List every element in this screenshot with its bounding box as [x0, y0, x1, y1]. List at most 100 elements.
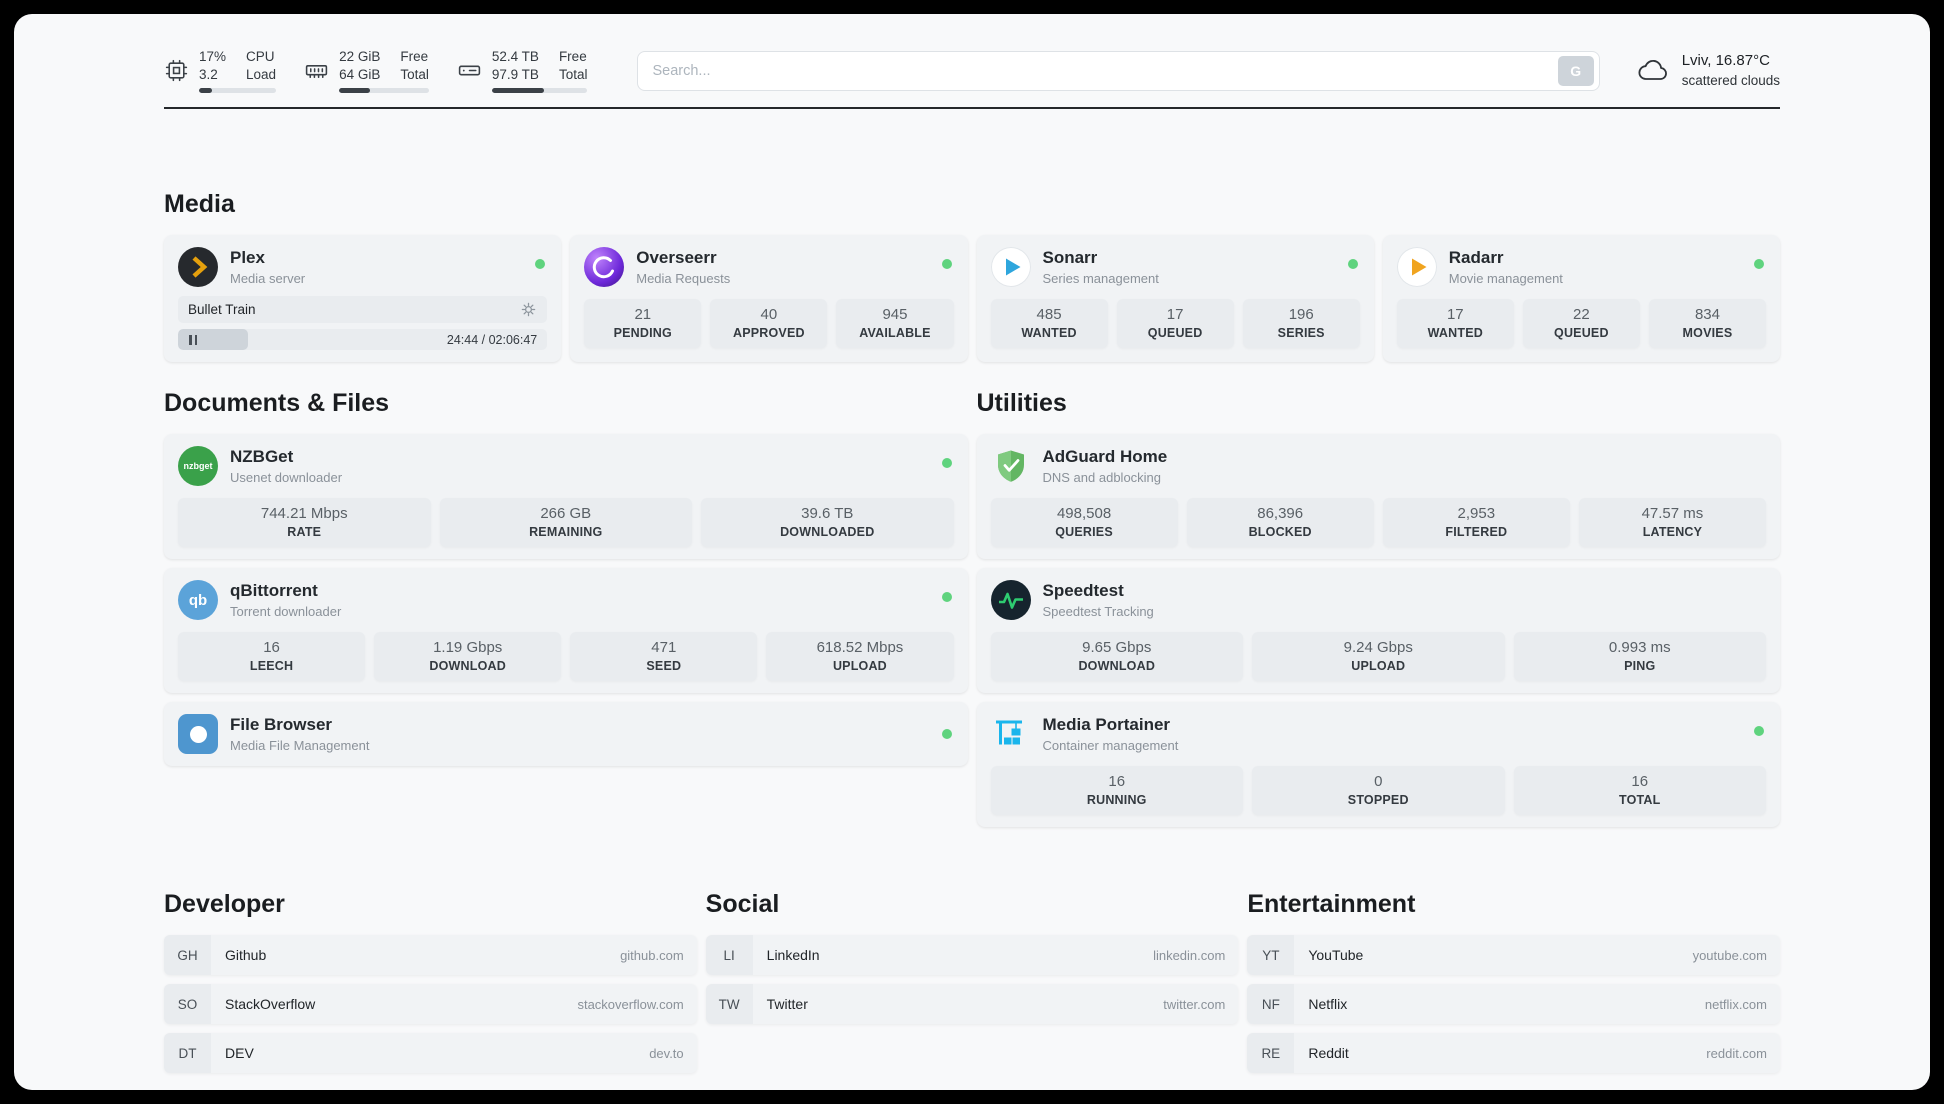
stat-box: 16 TOTAL [1513, 766, 1766, 816]
sonarr-stats: 485 WANTED 17 QUEUED 196 SERIES [990, 299, 1360, 349]
stat-value: 86,396 [1257, 505, 1304, 523]
bookmark-name: YouTube [1308, 947, 1364, 964]
cpu-clock: 3.2 [199, 66, 218, 82]
stat-value: 618.52 Mbps [816, 639, 904, 657]
developer-column: Developer GH Github github.com SO StackO… [164, 889, 697, 1074]
search-engine-button[interactable]: G [1557, 55, 1594, 86]
bookmark-row[interactable]: DT DEV dev.to [164, 1033, 697, 1074]
portainer-stats: 16 RUNNING 0 STOPPED 16 [990, 766, 1766, 816]
weather-condition: scattered clouds [1681, 72, 1780, 88]
overseerr-stats: 21 PENDING 40 APPROVED 945 AVAILABLE [584, 299, 954, 349]
stat-value: 16 [1108, 773, 1126, 791]
stat-value: 9.65 Gbps [1082, 639, 1152, 657]
filebrowser-app-header: File Browser Media File Management [178, 714, 954, 755]
pause-icon[interactable] [189, 334, 197, 345]
app-subtitle: Media server [230, 271, 306, 287]
status-dot [1754, 726, 1764, 737]
stat-box: 21 PENDING [584, 299, 702, 349]
bookmark-row[interactable]: LI LinkedIn linkedin.com [705, 935, 1239, 976]
stat-box: 39.6 TB DOWNLOADED [701, 498, 954, 548]
stat-label: MOVIES [1682, 326, 1733, 341]
seek-bar[interactable]: 24:44 / 02:06:47 [178, 329, 548, 351]
disk-progress-fill [491, 88, 544, 94]
disk-stat: 52.4 TB 97.9 TB Free Total [457, 48, 588, 94]
app-name: Sonarr [1042, 247, 1098, 267]
bookmark-url: linkedin.com [1153, 947, 1226, 963]
entertainment-bookmarks: YT YouTube youtube.com NF Netflix netfli… [1247, 935, 1780, 1074]
bookmark-abbr: SO [164, 984, 211, 1025]
bookmark-url: reddit.com [1706, 1045, 1767, 1061]
portainer-app-card[interactable]: Media Portainer Container management 16 … [976, 702, 1780, 828]
bookmark-row[interactable]: YT YouTube youtube.com [1247, 935, 1780, 976]
stat-label: AVAILABLE [859, 326, 931, 341]
stat-box: 945 AVAILABLE [836, 299, 954, 349]
qbittorrent-app-header: qb qBittorrent Torrent downloader [178, 580, 954, 621]
qbittorrent-app-card[interactable]: qb qBittorrent Torrent downloader [164, 568, 968, 694]
plex-app-card[interactable]: Plex Media server Bullet Train 24:44 / 0… [164, 235, 562, 363]
qbittorrent-stats: 16 LEECH 1.19 Gbps DOWNLOAD 47 [178, 632, 954, 682]
cpu-progress-track [199, 88, 277, 94]
app-subtitle: Container management [1042, 738, 1179, 754]
qbittorrent-icon-text: qb [188, 591, 208, 609]
ram-free: 22 GiB [339, 49, 381, 64]
nzbget-app-card[interactable]: nzbget NZBGet Usenet downloader [164, 434, 968, 560]
stat-value: 471 [651, 639, 677, 657]
cpu-label-2: Load [246, 66, 277, 82]
app-subtitle: Torrent downloader [230, 604, 342, 620]
speedtest-app-card[interactable]: Speedtest Speedtest Tracking 9.65 Gbps D… [976, 568, 1780, 694]
filebrowser-app-card[interactable]: File Browser Media File Management [164, 702, 968, 767]
nzbget-icon-text: nzbget [183, 461, 213, 472]
ram-progress-fill [339, 88, 370, 94]
bookmark-abbr: YT [1247, 935, 1295, 976]
app-subtitle: Media File Management [230, 738, 370, 754]
app-name: Overseerr [636, 247, 717, 267]
stat-box: 16 RUNNING [990, 766, 1243, 816]
bookmark-abbr: NF [1247, 984, 1295, 1025]
overseerr-app-card[interactable]: Overseerr Media Requests 21 PENDING 40 [570, 235, 968, 363]
app-subtitle: Speedtest Tracking [1042, 604, 1154, 620]
stat-value: 485 [1036, 306, 1062, 324]
stat-box: 22 QUEUED [1522, 299, 1640, 349]
stat-label: SEED [646, 659, 682, 674]
stat-value: 9.24 Gbps [1343, 639, 1413, 657]
stat-label: DOWNLOAD [429, 659, 506, 674]
stat-label: RUNNING [1086, 793, 1147, 808]
filebrowser-icon [178, 714, 218, 755]
stat-value: 945 [882, 306, 908, 324]
section-title-developer: Developer [164, 890, 285, 919]
stat-box: 9.65 Gbps DOWNLOAD [990, 632, 1243, 682]
bookmark-row[interactable]: SO StackOverflow stackoverflow.com [164, 984, 697, 1025]
stat-box: 744.21 Mbps RATE [178, 498, 431, 548]
documents-column: Documents & Files nzbget NZBGet Usenet d… [164, 388, 968, 767]
bookmark-row[interactable]: RE Reddit reddit.com [1247, 1033, 1780, 1074]
section-title-entertainment: Entertainment [1247, 890, 1416, 919]
stat-label: SERIES [1277, 326, 1325, 341]
bookmark-name: LinkedIn [766, 947, 820, 964]
stat-value: 40 [760, 306, 778, 324]
disk-progress-track [491, 88, 588, 94]
disk-icon [458, 65, 481, 76]
adguard-app-card[interactable]: AdGuard Home DNS and adblocking 498,508 … [976, 434, 1780, 560]
stat-box: 47.57 ms LATENCY [1578, 498, 1766, 548]
bookmark-row[interactable]: NF Netflix netflix.com [1247, 984, 1780, 1025]
social-bookmarks: LI LinkedIn linkedin.com TW Twitter twit… [705, 935, 1239, 1025]
developer-bookmarks: GH Github github.com SO StackOverflow st… [164, 935, 697, 1074]
bookmark-name: DEV [225, 1045, 254, 1062]
stat-value: 39.6 TB [801, 505, 854, 523]
radarr-app-card[interactable]: Radarr Movie management 17 WANTED 22 [1382, 235, 1780, 363]
stat-label: WANTED [1021, 326, 1077, 341]
bookmark-row[interactable]: GH Github github.com [164, 935, 697, 976]
header-divider [164, 107, 1780, 110]
stat-value: 196 [1288, 306, 1314, 324]
cpu-label-1: CPU [246, 49, 275, 64]
stat-value: 47.57 ms [1641, 505, 1704, 523]
sonarr-app-card[interactable]: Sonarr Series management 485 WANTED 17 [976, 235, 1374, 363]
gear-icon[interactable] [520, 301, 537, 318]
bookmark-row[interactable]: TW Twitter twitter.com [705, 984, 1239, 1025]
nzbget-icon: nzbget [178, 446, 218, 487]
bookmark-url: twitter.com [1163, 996, 1226, 1012]
search-input[interactable] [652, 62, 1558, 79]
app-name: Radarr [1448, 247, 1504, 267]
stat-label: REMAINING [529, 525, 603, 540]
section-title-documents: Documents & Files [164, 389, 390, 418]
